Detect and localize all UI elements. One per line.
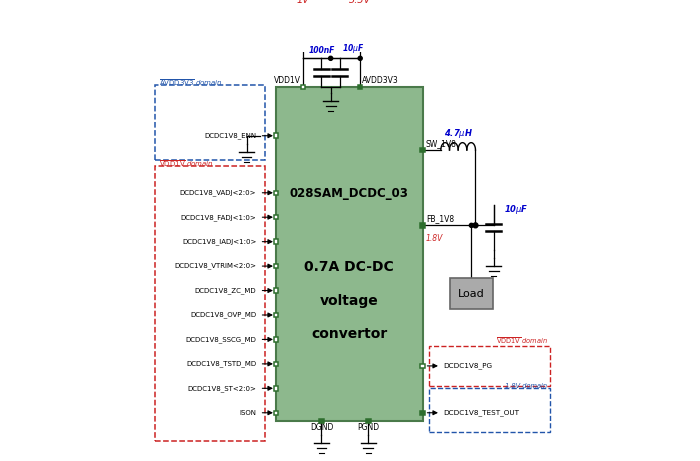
Bar — [274, 239, 278, 244]
Text: 4.7$\mu$H: 4.7$\mu$H — [444, 127, 473, 140]
Text: 1V: 1V — [297, 0, 309, 6]
Text: $\overline{\rm AVDD3V3}$ domain: $\overline{\rm AVDD3V3}$ domain — [160, 77, 223, 88]
Bar — [420, 148, 425, 152]
Bar — [301, 85, 305, 89]
Text: DCDC1V8_ENN: DCDC1V8_ENN — [204, 132, 256, 139]
Text: DCDC1V8_IADJ<1:0>: DCDC1V8_IADJ<1:0> — [182, 238, 256, 245]
Text: DCDC1V8_TEST_OUT: DCDC1V8_TEST_OUT — [443, 409, 519, 416]
Text: PGND: PGND — [357, 423, 379, 432]
Text: 1.8V: 1.8V — [425, 234, 442, 243]
Bar — [420, 223, 425, 228]
Bar — [274, 410, 278, 415]
Bar — [319, 419, 323, 423]
Bar — [429, 388, 550, 432]
Text: 0.7A DC-DC: 0.7A DC-DC — [304, 260, 394, 274]
Circle shape — [358, 56, 362, 60]
Text: DCDC1V8_ZC_MD: DCDC1V8_ZC_MD — [195, 287, 256, 294]
Text: DCDC1V8_PG: DCDC1V8_PG — [443, 362, 492, 369]
Text: DCDC1V8_ST<2:0>: DCDC1V8_ST<2:0> — [188, 385, 256, 392]
Text: DGND: DGND — [310, 423, 333, 432]
Bar — [274, 264, 278, 268]
Bar — [274, 215, 278, 219]
Bar — [155, 166, 265, 441]
Text: 100nF: 100nF — [308, 46, 335, 55]
Text: ISON: ISON — [239, 410, 256, 416]
Bar — [276, 87, 423, 421]
Text: Load: Load — [458, 289, 485, 299]
Text: $\overline{\rm VDD1V}$ domain: $\overline{\rm VDD1V}$ domain — [160, 159, 214, 169]
Bar — [450, 278, 493, 309]
Text: 10$\mu$F: 10$\mu$F — [342, 42, 365, 55]
Bar — [420, 364, 425, 368]
Bar — [429, 346, 550, 386]
Text: DCDC1V8_VTRIM<2:0>: DCDC1V8_VTRIM<2:0> — [174, 263, 256, 270]
Text: DCDC1V8_VADJ<2:0>: DCDC1V8_VADJ<2:0> — [180, 189, 256, 196]
Text: DCDC1V8_FADJ<1:0>: DCDC1V8_FADJ<1:0> — [181, 214, 256, 220]
Bar — [420, 410, 425, 415]
Text: $\overline{\rm VDD1V}$ domain: $\overline{\rm VDD1V}$ domain — [496, 336, 547, 346]
Text: voltage: voltage — [320, 294, 379, 307]
Circle shape — [473, 223, 478, 228]
Text: DCDC1V8_TSTD_MD: DCDC1V8_TSTD_MD — [186, 361, 256, 367]
Bar — [366, 419, 370, 423]
Bar — [274, 134, 278, 138]
Circle shape — [328, 56, 332, 60]
Bar — [155, 85, 265, 160]
Text: 10$\mu$F: 10$\mu$F — [504, 202, 528, 216]
Bar — [274, 313, 278, 317]
Text: VDD1V: VDD1V — [274, 76, 301, 85]
Text: DCDC1V8_OVP_MD: DCDC1V8_OVP_MD — [190, 312, 256, 319]
Text: FB_1V8: FB_1V8 — [426, 214, 454, 223]
Text: SW_1V8: SW_1V8 — [426, 139, 456, 148]
Circle shape — [470, 223, 473, 227]
Bar — [274, 386, 278, 390]
Text: 3.3V: 3.3V — [349, 0, 371, 6]
Text: 1.8V domain: 1.8V domain — [505, 383, 547, 389]
Bar — [274, 288, 278, 293]
Bar — [274, 190, 278, 195]
Text: DCDC1V8_SSCG_MD: DCDC1V8_SSCG_MD — [186, 336, 256, 343]
Bar — [274, 361, 278, 366]
Text: 028SAM_DCDC_03: 028SAM_DCDC_03 — [290, 187, 409, 200]
Text: AVDD3V3: AVDD3V3 — [362, 76, 399, 85]
Bar — [358, 85, 363, 89]
Bar — [274, 337, 278, 342]
Text: convertor: convertor — [311, 327, 387, 341]
